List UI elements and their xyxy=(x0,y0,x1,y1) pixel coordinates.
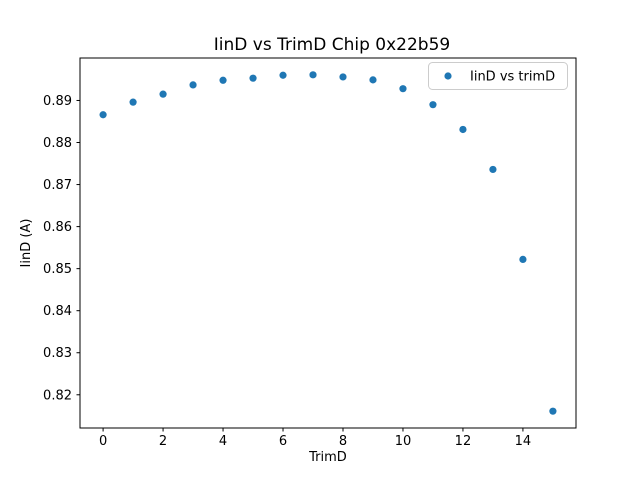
x-tick-label: 12 xyxy=(455,434,472,449)
data-point xyxy=(279,71,287,79)
data-point xyxy=(159,90,167,98)
data-point xyxy=(249,74,257,82)
legend-marker-icon xyxy=(444,72,452,80)
legend-entry-label: IinD vs trimD xyxy=(470,70,555,85)
data-point xyxy=(399,85,407,93)
x-axis-ticks: 0 2 4 6 8 10 12 14 xyxy=(99,428,531,449)
x-tick-label: 14 xyxy=(515,434,532,449)
data-point xyxy=(309,71,317,79)
y-axis-ticks: 0.82 0.83 0.84 0.85 0.86 0.87 0.88 0.89 xyxy=(43,94,80,403)
y-axis-label: IinD (A) xyxy=(19,219,34,268)
y-tick-label: 0.82 xyxy=(43,388,72,403)
data-point xyxy=(369,76,377,84)
x-tick-label: 0 xyxy=(99,434,107,449)
data-point xyxy=(339,73,347,81)
y-tick-label: 0.83 xyxy=(43,346,72,361)
scatter-points xyxy=(99,71,557,415)
data-point xyxy=(189,81,197,89)
x-tick-label: 10 xyxy=(395,434,412,449)
y-tick-label: 0.88 xyxy=(43,136,72,151)
x-tick-label: 8 xyxy=(339,434,347,449)
data-point xyxy=(519,255,527,263)
y-tick-label: 0.85 xyxy=(43,262,72,277)
data-point xyxy=(489,165,497,174)
data-point xyxy=(99,111,107,119)
x-tick-label: 6 xyxy=(279,434,287,449)
data-point xyxy=(219,76,227,84)
chart-title: IinD vs TrimD Chip 0x22b59 xyxy=(214,35,450,55)
legend: IinD vs trimD xyxy=(428,62,568,90)
plot-border xyxy=(79,57,577,429)
data-point xyxy=(429,101,437,109)
data-point xyxy=(129,98,137,106)
data-point xyxy=(549,407,557,415)
x-tick-label: 2 xyxy=(159,434,167,449)
y-tick-label: 0.84 xyxy=(43,304,72,319)
legend-box xyxy=(428,62,568,90)
y-tick-label: 0.86 xyxy=(43,220,72,235)
x-axis-label: TrimD xyxy=(308,450,347,465)
data-point xyxy=(459,125,467,134)
x-tick-label: 4 xyxy=(219,434,227,449)
y-tick-label: 0.89 xyxy=(43,94,72,109)
y-tick-label: 0.87 xyxy=(43,178,72,193)
